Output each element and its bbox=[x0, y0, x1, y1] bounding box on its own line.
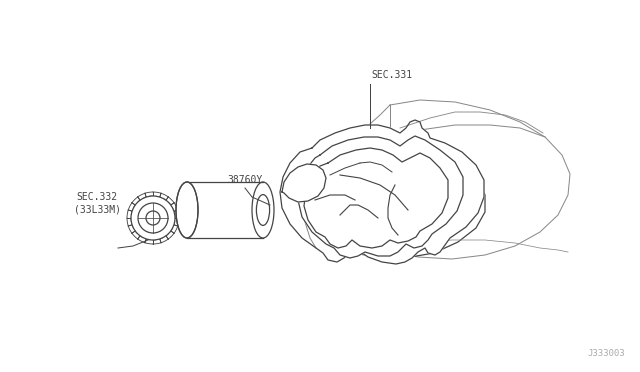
Polygon shape bbox=[282, 164, 326, 202]
Ellipse shape bbox=[252, 182, 274, 238]
Polygon shape bbox=[304, 148, 448, 248]
Text: 38760Y: 38760Y bbox=[227, 175, 262, 185]
Circle shape bbox=[138, 203, 168, 233]
Text: SEC.331: SEC.331 bbox=[371, 70, 412, 80]
Polygon shape bbox=[280, 120, 484, 264]
Circle shape bbox=[131, 196, 175, 240]
Text: SEC.332
(33L33M): SEC.332 (33L33M) bbox=[74, 192, 120, 214]
Polygon shape bbox=[298, 136, 463, 258]
Circle shape bbox=[146, 211, 160, 225]
Circle shape bbox=[125, 190, 181, 246]
Ellipse shape bbox=[176, 182, 198, 238]
Polygon shape bbox=[187, 182, 263, 238]
Text: J333003: J333003 bbox=[588, 349, 625, 358]
